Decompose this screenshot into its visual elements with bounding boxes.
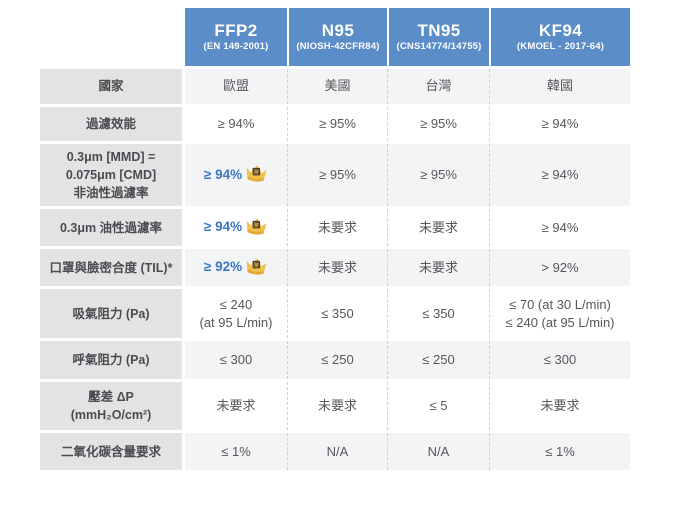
column-header-tn95: TN95 (CNS14774/14755) — [387, 8, 489, 66]
table-row-non-oily-filtration: 0.3μm [MMD] = 0.075μm [CMD] 非油性過濾率 ≥ 94%… — [40, 144, 632, 207]
row-label: 壓差 ΔP (mmH₂O/cm²) — [40, 382, 185, 431]
table-cell: ≤ 350 — [387, 289, 489, 339]
column-title: KF94 — [538, 20, 583, 40]
row-label: 0.3μm [MMD] = 0.075μm [CMD] 非油性過濾率 — [40, 144, 185, 207]
table-cell: ≥ 95% — [387, 144, 489, 207]
column-title: N95 — [321, 20, 355, 40]
header-spacer — [40, 8, 185, 66]
table-cell: ≥ 94% — [185, 107, 287, 141]
row-label: 口罩與臉密合度 (TIL)* — [40, 249, 185, 287]
table-cell: ≤ 350 — [287, 289, 387, 339]
table-cell: ≤ 1% — [185, 433, 287, 471]
column-header-n95: N95 (NIOSH-42CFR84) — [287, 8, 387, 66]
row-label: 呼氣阻力 (Pa) — [40, 341, 185, 380]
table-cell: 未要求 — [287, 209, 387, 247]
table-cell: ≥ 95% — [287, 144, 387, 207]
table-header-row: FFP2 (EN 149-2001) N95 (NIOSH-42CFR84) T… — [40, 8, 632, 66]
table-cell-highlighted: ≥ 92% 勝 — [185, 249, 287, 287]
winner-crown-badge-icon: 勝 — [246, 217, 267, 235]
table-cell: ≥ 94% — [489, 209, 630, 247]
row-label: 國家 — [40, 69, 185, 104]
table-cell: 台灣 — [387, 69, 489, 104]
table-cell: ≤ 250 — [387, 341, 489, 380]
table-cell-highlighted: ≥ 94% 勝 — [185, 209, 287, 247]
mask-standards-comparison-table: FFP2 (EN 149-2001) N95 (NIOSH-42CFR84) T… — [40, 8, 632, 473]
table-cell: ≤ 250 — [287, 341, 387, 380]
table-cell: ≤ 240 (at 95 L/min) — [185, 289, 287, 339]
highlight-value: ≥ 94% — [203, 219, 243, 235]
table-cell: > 92% — [489, 249, 630, 287]
column-subtitle: (CNS14774/14755) — [396, 41, 482, 53]
table-cell: ≤ 70 (at 30 L/min) ≤ 240 (at 95 L/min) — [489, 289, 630, 339]
table-row-inhalation-resistance: 吸氣阻力 (Pa) ≤ 240 (at 95 L/min) ≤ 350 ≤ 35… — [40, 289, 632, 339]
table-cell: 未要求 — [489, 382, 630, 431]
table-cell: 韓國 — [489, 69, 630, 104]
row-label: 吸氣阻力 (Pa) — [40, 289, 185, 339]
table-cell: ≤ 300 — [489, 341, 630, 380]
table-cell: ≤ 1% — [489, 433, 630, 471]
table-cell: ≥ 94% — [489, 107, 630, 141]
column-subtitle: (NIOSH-42CFR84) — [296, 41, 380, 53]
table-row-filtration-efficiency: 過濾效能 ≥ 94% ≥ 95% ≥ 95% ≥ 94% — [40, 107, 632, 141]
table-cell: N/A — [387, 433, 489, 471]
table-cell: ≤ 5 — [387, 382, 489, 431]
winner-crown-badge-icon: 勝 — [246, 257, 267, 275]
table-cell: ≥ 95% — [287, 107, 387, 141]
table-cell: 未要求 — [287, 382, 387, 431]
table-row-pressure-difference: 壓差 ΔP (mmH₂O/cm²) 未要求 未要求 ≤ 5 未要求 — [40, 382, 632, 431]
column-title: TN95 — [417, 20, 461, 40]
table-cell: ≤ 300 — [185, 341, 287, 380]
column-title: FFP2 — [214, 20, 258, 40]
badge-glyph: 勝 — [253, 168, 260, 177]
highlight-value: ≥ 92% — [203, 259, 243, 275]
badge-glyph: 勝 — [253, 221, 260, 230]
table-cell: 未要求 — [387, 249, 489, 287]
winner-crown-badge-icon: 勝 — [246, 165, 267, 182]
table-row-country: 國家 歐盟 美國 台灣 韓國 — [40, 69, 632, 104]
row-label: 二氧化碳含量要求 — [40, 433, 185, 471]
table-row-exhalation-resistance: 呼氣阻力 (Pa) ≤ 300 ≤ 250 ≤ 250 ≤ 300 — [40, 341, 632, 380]
badge-glyph: 勝 — [253, 261, 260, 270]
table-cell: N/A — [287, 433, 387, 471]
column-subtitle: (KMOEL - 2017-64) — [516, 41, 605, 53]
table-cell: 歐盟 — [185, 69, 287, 104]
table-row-face-fit-til: 口罩與臉密合度 (TIL)* ≥ 92% 勝 未要求 未要求 > 92% — [40, 249, 632, 287]
table-cell: ≥ 95% — [387, 107, 489, 141]
table-cell-highlighted: ≥ 94% 勝 — [185, 144, 287, 207]
table-cell: ≥ 94% — [489, 144, 630, 207]
column-header-kf94: KF94 (KMOEL - 2017-64) — [489, 8, 630, 66]
table-row-co2-content: 二氧化碳含量要求 ≤ 1% N/A N/A ≤ 1% — [40, 433, 632, 471]
table-cell: 未要求 — [287, 249, 387, 287]
table-cell: 美國 — [287, 69, 387, 104]
table-cell: 未要求 — [185, 382, 287, 431]
row-label: 0.3μm 油性過濾率 — [40, 209, 185, 247]
table-row-oily-filtration: 0.3μm 油性過濾率 ≥ 94% 勝 未要求 未要求 ≥ 94% — [40, 209, 632, 247]
table-cell: 未要求 — [387, 209, 489, 247]
column-subtitle: (EN 149-2001) — [203, 41, 269, 53]
highlight-value: ≥ 94% — [203, 166, 243, 182]
column-header-ffp2: FFP2 (EN 149-2001) — [185, 8, 287, 66]
row-label: 過濾效能 — [40, 107, 185, 141]
